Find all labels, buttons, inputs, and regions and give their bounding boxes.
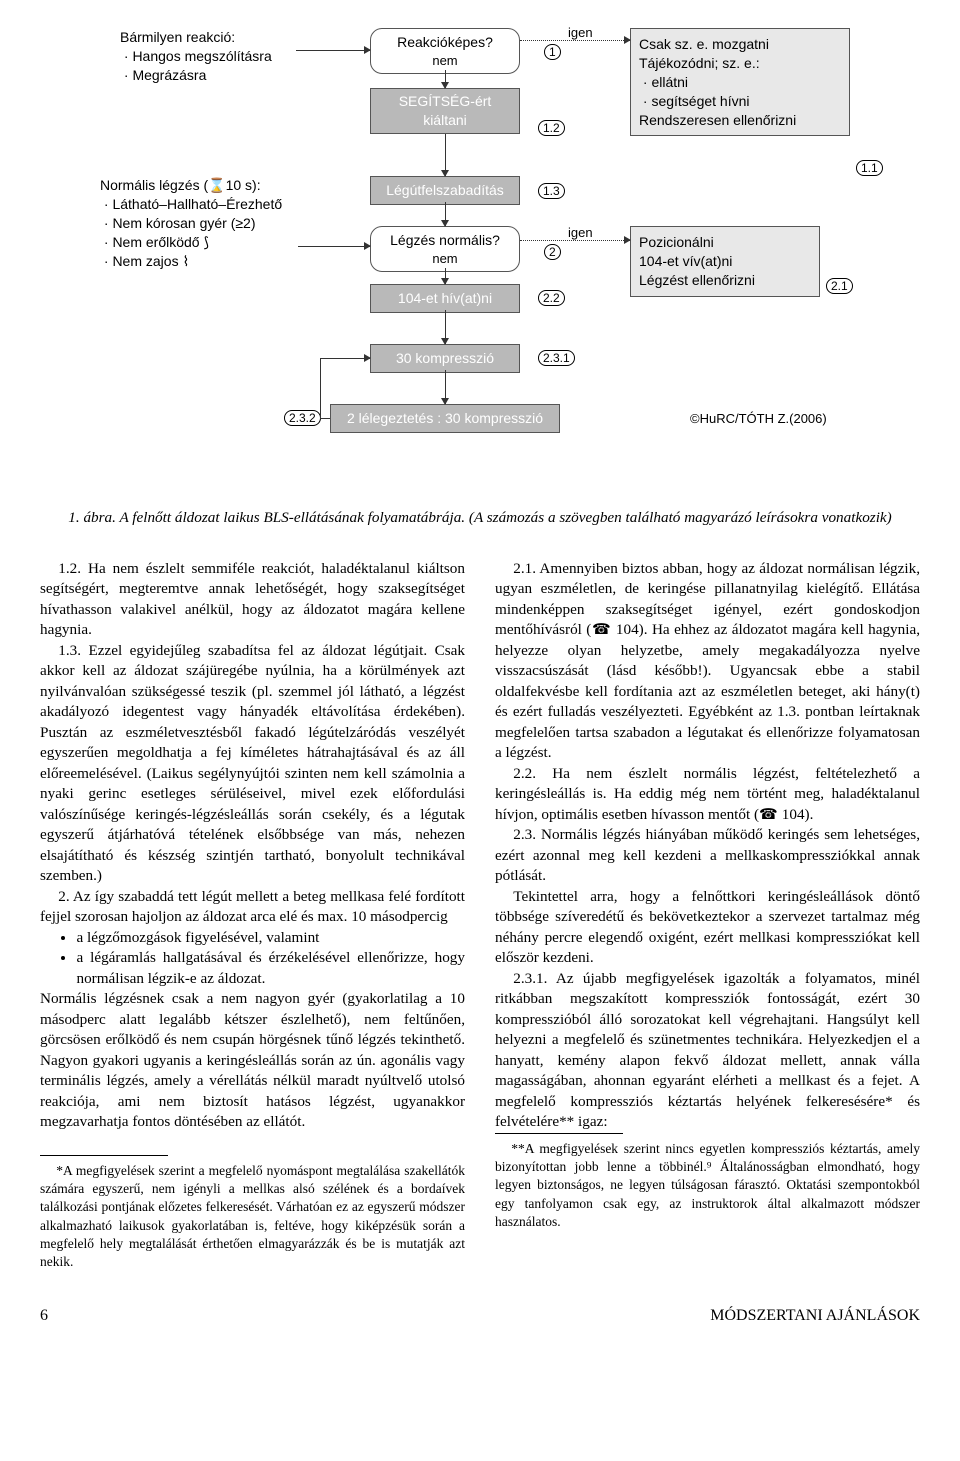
num-2: 2 xyxy=(544,244,561,260)
num-1-3: 1.3 xyxy=(538,183,565,199)
box-kompr30: 30 kompresszió xyxy=(370,344,520,373)
num-2-3-2: 2.3.2 xyxy=(284,410,321,426)
page-number: 6 xyxy=(40,1305,48,1327)
box-leleg2: 2 lélegeztetés : 30 kompresszió xyxy=(330,404,560,433)
page-footer: 6 MÓDSZERTANI AJÁNLÁSOK xyxy=(40,1305,920,1327)
box-right-mid: Pozicionálni 104-et vív(at)ni Légzést el… xyxy=(630,226,820,297)
num-1-1: 1.1 xyxy=(856,160,883,176)
footnotes-columns: *A megfigyelések szerint a megfelelő nyo… xyxy=(40,1133,920,1271)
box-legutfelsz: Légútfelszabadítás xyxy=(370,176,520,205)
para-2-2: 2.2. Ha nem észlelt normális légzést, fe… xyxy=(495,764,920,826)
flowchart: Bármilyen reakció: · Hangos megszólításr… xyxy=(100,28,910,498)
figure-caption: 1. ábra. A felnőtt áldozat laikus BLS-el… xyxy=(40,508,920,529)
footnote-right: **A megfigyelések szerint nincs egyetlen… xyxy=(495,1140,920,1231)
label-igen-2: igen xyxy=(568,224,593,242)
list-item: a légáramlás hallgatásával és érzékelésé… xyxy=(76,948,465,989)
para-2-1: 2.1. Amennyiben biztos abban, hogy az ál… xyxy=(495,559,920,764)
para-2-3-1: 2.3.1. Az újabb megfigyelések igazolták … xyxy=(495,969,920,1133)
para-2-3b: Tekintettel arra, hogy a felnőttkori ker… xyxy=(495,887,920,969)
box-legzes-norm-text: Légzés normális? xyxy=(390,231,500,250)
section-title: MÓDSZERTANI AJÁNLÁSOK xyxy=(710,1305,920,1327)
num-2-1: 2.1 xyxy=(826,278,853,294)
box-reakciokepes-sub: nem xyxy=(432,52,457,70)
box-segitseg: SEGÍTSÉG-ért kiáltani xyxy=(370,88,520,134)
num-1: 1 xyxy=(544,44,561,60)
box-right-top: Csak sz. e. mozgatni Tájékozódni; sz. e.… xyxy=(630,28,850,136)
para-1-2: 1.2. Ha nem észlelt semmiféle reakciót, … xyxy=(40,559,465,641)
box-hiv104: 104-et hív(at)ni xyxy=(370,284,520,313)
footnote-separator xyxy=(40,1155,168,1156)
note-top-left: Bármilyen reakció: · Hangos megszólításr… xyxy=(120,28,272,85)
para-2-3: 2.3. Normális légzés hiányában működő ke… xyxy=(495,825,920,887)
num-1-2: 1.2 xyxy=(538,120,565,136)
footnote-separator xyxy=(495,1133,623,1134)
body-columns: 1.2. Ha nem észlelt semmiféle reakciót, … xyxy=(40,559,920,1133)
list-item: a légzőmozgások figyelésével, valamint xyxy=(76,928,465,949)
note-mid-left: Normális légzés (⌛10 s): · Látható–Hallh… xyxy=(100,176,282,270)
box-reakciokepes-text: Reakcióképes? xyxy=(397,33,493,52)
para-2b: Normális légzésnek csak a nem nagyon gyé… xyxy=(40,989,465,1133)
para-1-3: 1.3. Ezzel egyidejűleg szabadítsa fel az… xyxy=(40,641,465,887)
label-igen-1: igen xyxy=(568,24,593,42)
breathing-check-list: a légzőmozgások figyelésével, valamint a… xyxy=(58,928,465,990)
para-2: 2. Az így szabaddá tett légút mellett a … xyxy=(40,887,465,928)
num-2-2: 2.2 xyxy=(538,290,565,306)
box-legzes-norm-sub: nem xyxy=(432,250,457,268)
flowchart-copyright: ©HuRC/TÓTH Z.(2006) xyxy=(690,410,827,428)
box-reakciokepes: Reakcióképes? nem xyxy=(370,28,520,74)
box-legzes-norm: Légzés normális? nem xyxy=(370,226,520,272)
num-2-3-1: 2.3.1 xyxy=(538,350,575,366)
footnote-left: *A megfigyelések szerint a megfelelő nyo… xyxy=(40,1162,465,1271)
